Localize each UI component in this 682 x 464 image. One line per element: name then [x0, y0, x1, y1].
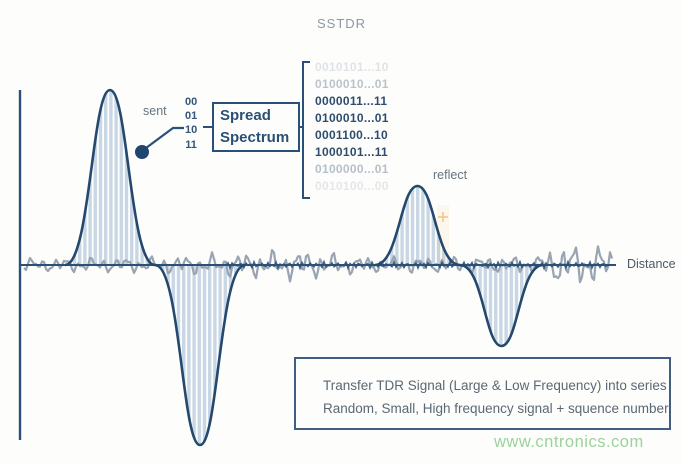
binary-row: 0100000...01: [315, 162, 389, 176]
caption-line1: Transfer TDR Signal (Large & Low Frequen…: [323, 378, 667, 393]
binary-row: 1000101...11: [315, 145, 389, 159]
binary-list: 0010101...10 0100010...01 0000011...11 0100…: [315, 59, 389, 195]
spread-spectrum-line2: Spectrum: [220, 128, 290, 146]
binary-row: 0010100...00: [315, 179, 389, 193]
code-pair: 10: [185, 124, 198, 137]
binary-row: 0000011...11: [315, 94, 388, 108]
binary-row: 0010101...10: [315, 60, 389, 74]
sent-label: sent: [143, 104, 167, 118]
spread-spectrum-box: Spread Spectrum: [212, 102, 300, 152]
caption-line2: Random, Small, High frequency signal + s…: [323, 401, 669, 416]
reflect-label: reflect: [433, 168, 468, 182]
caption-box: Transfer TDR Signal (Large & Low Frequen…: [294, 357, 671, 430]
code-pair: 01: [185, 110, 198, 123]
binary-row: 0100010...01: [315, 111, 389, 125]
distance-axis-label: Distance: [627, 257, 676, 271]
diagram-title: SSTDR: [317, 16, 367, 31]
code-pairs-list: 00 01 10 11: [185, 95, 197, 152]
binary-row: 0100010...01: [315, 77, 389, 91]
code-pair: 00: [185, 96, 198, 108]
caption-text: Transfer TDR Signal (Large & Low Frequen…: [296, 359, 669, 420]
spread-spectrum-line1: Spread: [220, 107, 271, 124]
code-pair: 11: [185, 138, 197, 151]
binary-row: 0001100...10: [315, 128, 389, 142]
site-watermark: www.cntronics.com: [494, 433, 644, 451]
